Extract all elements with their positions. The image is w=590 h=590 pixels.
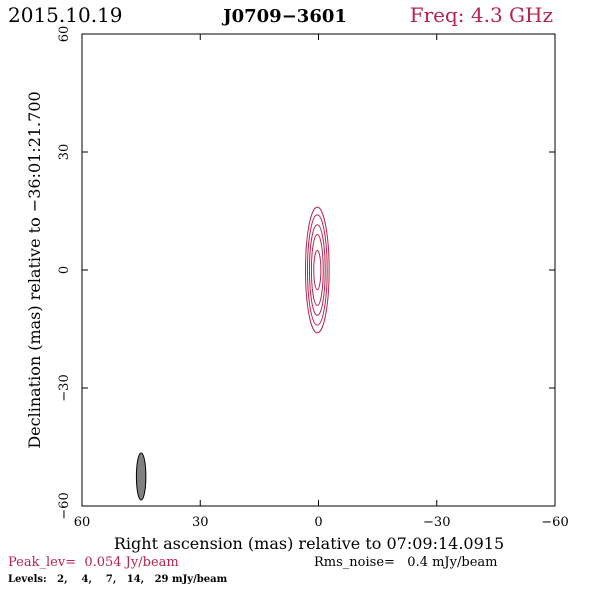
x-tick-label: 60 xyxy=(74,515,91,530)
y-tick-label: 30 xyxy=(57,144,72,161)
frequency-label: Freq: 4.3 GHz xyxy=(410,3,553,27)
contour-level-2 xyxy=(304,206,330,334)
y-tick-label: 60 xyxy=(57,26,72,43)
contour-lines xyxy=(304,206,330,334)
axis-ticks xyxy=(81,33,556,507)
x-tick-label: −30 xyxy=(423,515,450,530)
contour-level-4 xyxy=(306,214,328,326)
beam-ellipse-group xyxy=(135,452,147,501)
contour-level-29 xyxy=(313,249,322,291)
observation-date: 2015.10.19 xyxy=(8,3,123,27)
x-tick-labels: 60 30 0 −30 −60 xyxy=(74,515,569,530)
source-name: J0709−3601 xyxy=(221,6,347,27)
y-tick-label: −60 xyxy=(57,492,72,519)
beam-ellipse xyxy=(135,452,147,501)
y-tick-label: −30 xyxy=(57,374,72,401)
y-tick-labels: −60 −30 0 30 60 xyxy=(57,26,72,520)
x-tick-label: −60 xyxy=(541,515,568,530)
x-tick-label: 0 xyxy=(314,515,322,530)
y-tick-label: 0 xyxy=(57,266,72,274)
plot-frame xyxy=(81,33,556,507)
contour-level-14 xyxy=(310,234,324,306)
peak-level: Peak_lev= 0.054 Jy/beam xyxy=(8,555,179,570)
y-axis-label: Declination (mas) relative to −36:01:21.… xyxy=(25,91,44,448)
x-axis-label: Right ascension (mas) relative to 07:09:… xyxy=(114,534,504,553)
x-tick-label: 30 xyxy=(192,515,209,530)
contour-levels: Levels: 2, 4, 7, 14, 29 mJy/beam xyxy=(8,574,228,585)
rms-noise: Rms_noise= 0.4 mJy/beam xyxy=(314,555,497,570)
contour-level-7 xyxy=(308,224,326,316)
